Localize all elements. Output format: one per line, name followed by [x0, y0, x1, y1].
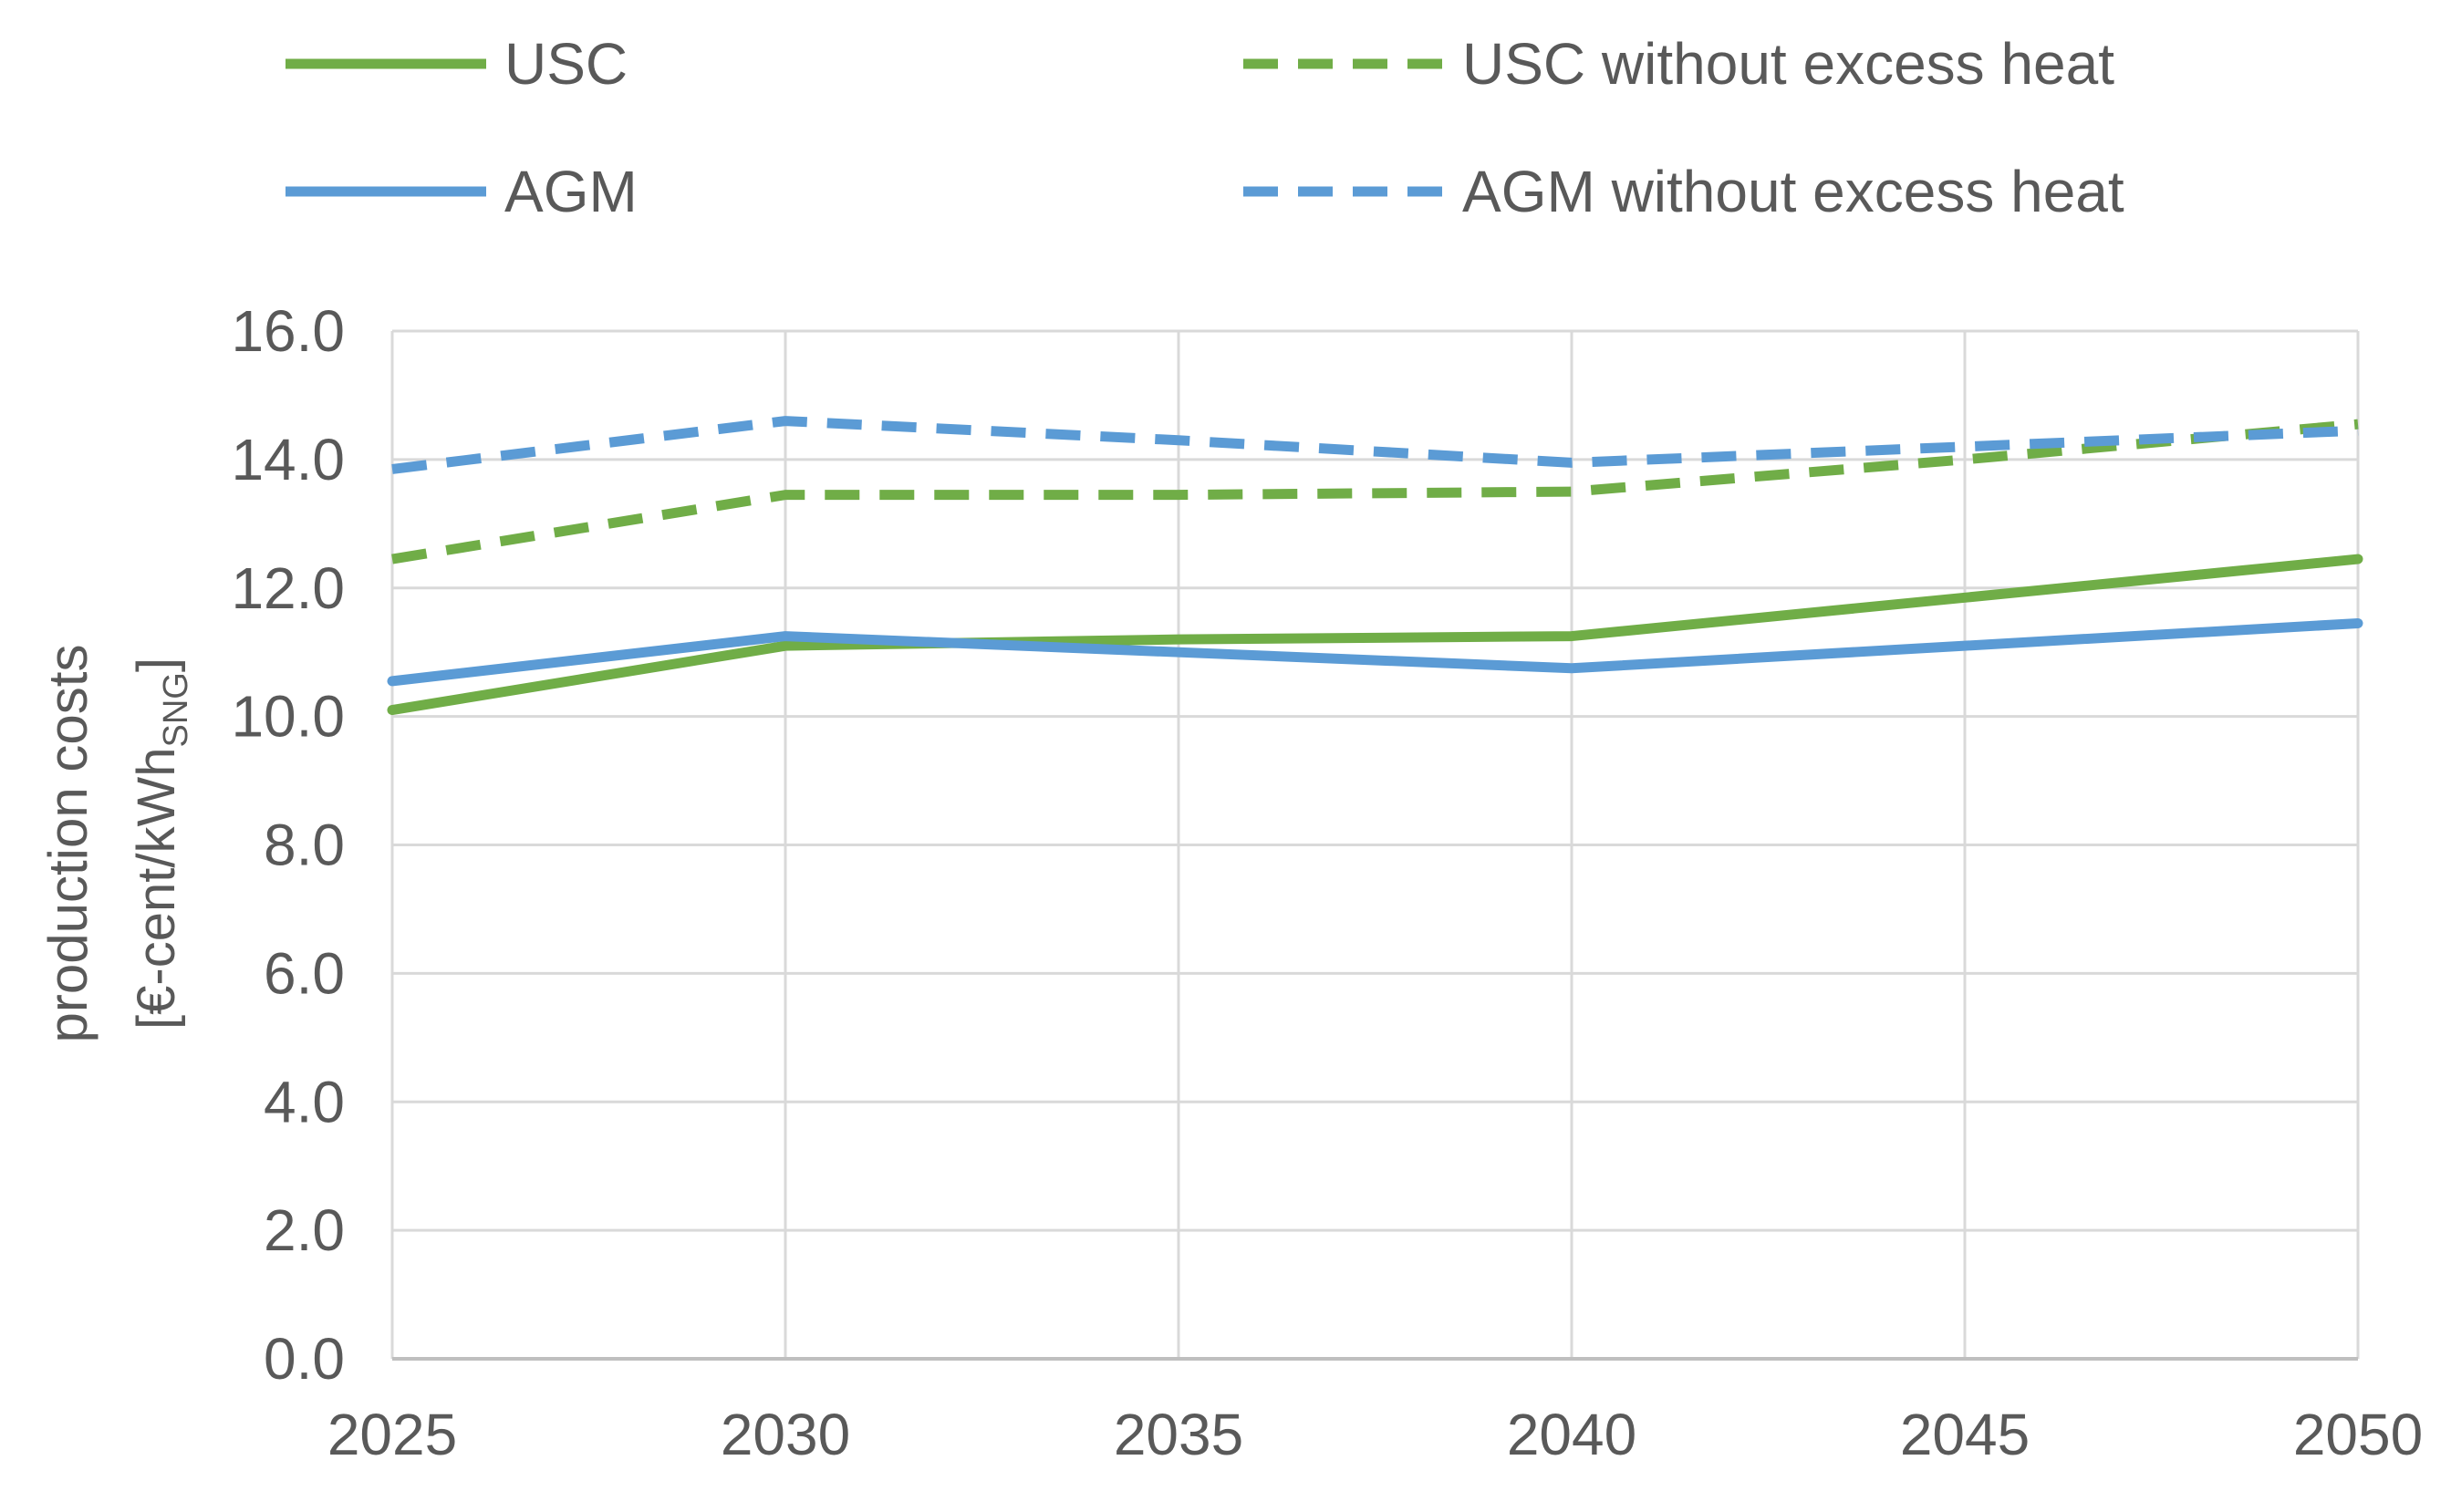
legend-item: USC — [286, 31, 628, 97]
y-tick-label: 14.0 — [231, 427, 345, 492]
x-tick-label: 2030 — [721, 1402, 850, 1467]
x-tick-label: 2045 — [1900, 1402, 2030, 1467]
legend-item: AGM — [286, 159, 638, 224]
y-tick-label: 12.0 — [231, 555, 345, 621]
y-axis-unit-suffix: ] — [127, 658, 186, 672]
legend-label: USC — [504, 31, 628, 97]
y-tick-label: 10.0 — [231, 684, 345, 750]
y-axis-title-unit: [€-cent/kWhSNG] — [127, 658, 195, 1030]
series-line-agm-without-excess-heat — [391, 416, 2359, 474]
series-line-agm — [387, 617, 2363, 687]
y-tick-label: 4.0 — [264, 1069, 345, 1134]
x-tick-label: 2025 — [327, 1402, 457, 1467]
series-lines — [387, 416, 2363, 716]
x-tick-label: 2050 — [2293, 1402, 2423, 1467]
y-axis-unit-subscript: SNG — [157, 672, 195, 747]
series-line-usc — [387, 554, 2363, 716]
y-tick-label: 2.0 — [264, 1197, 345, 1263]
legend-label: USC without excess heat — [1462, 31, 2114, 97]
tick-labels: 0.0 2.0 4.0 6.0 8.0 10.0 12.0 14.0 16.0 2025 2030 2… — [231, 298, 2423, 1467]
y-tick-label: 6.0 — [264, 940, 345, 1006]
legend-label: AGM — [504, 159, 638, 224]
y-axis-title: production costs [€-cent/kWhSNG] — [37, 645, 195, 1043]
x-tick-label: 2040 — [1507, 1402, 1636, 1467]
legend-label: AGM without excess heat — [1462, 159, 2124, 224]
gridlines — [390, 329, 2360, 1359]
y-tick-label: 0.0 — [264, 1326, 345, 1392]
legend-item: AGM without excess heat — [1243, 159, 2124, 224]
legend-item: USC without excess heat — [1243, 31, 2114, 97]
x-tick-label: 2035 — [1114, 1402, 1243, 1467]
series-line-usc-without-excess-heat — [391, 419, 2359, 564]
y-tick-label: 16.0 — [231, 298, 345, 364]
y-axis-unit-prefix: [€-cent/kWh — [127, 748, 186, 1030]
y-axis-title-main: production costs — [37, 645, 99, 1043]
y-tick-label: 8.0 — [264, 813, 345, 878]
legend: USC USC without excess heat AGM AGM without… — [286, 31, 2124, 224]
